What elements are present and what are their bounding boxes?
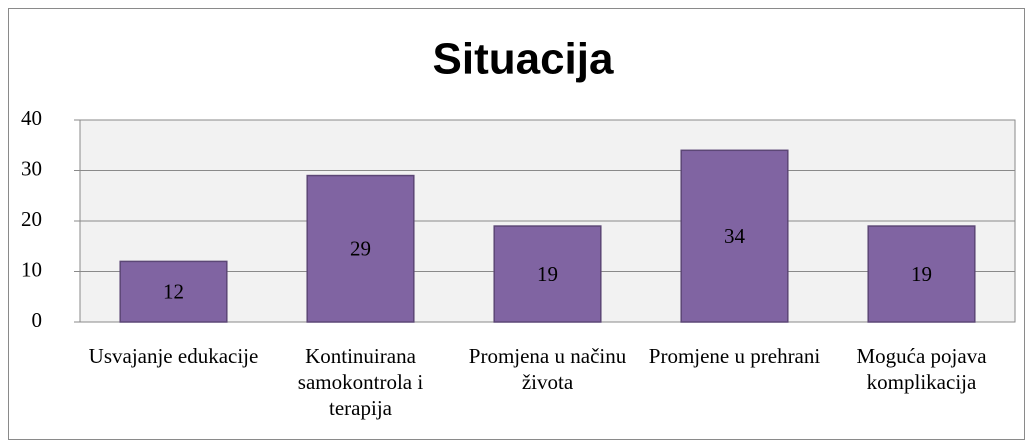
value-label: 12 — [163, 280, 184, 304]
x-tick-label: Promjena u načinu života — [468, 344, 627, 394]
y-tick-label: 10 — [21, 257, 42, 281]
bar — [493, 225, 602, 323]
chart-title: Situacija — [433, 35, 614, 84]
x-tick-label: Moguća pojava komplikacija — [856, 344, 987, 394]
value-label: 29 — [350, 237, 371, 261]
bar — [680, 149, 789, 323]
bar — [306, 174, 415, 323]
value-label: 19 — [911, 262, 932, 286]
y-tick-label: 20 — [21, 207, 42, 231]
bar — [119, 260, 228, 323]
y-tick-label: 30 — [21, 156, 42, 180]
value-label: 34 — [724, 224, 746, 248]
y-tick-label: 0 — [32, 308, 43, 332]
x-tick-label: Usvajanje edukacije — [88, 344, 259, 368]
bar — [867, 225, 976, 323]
y-tick-label: 40 — [21, 106, 42, 130]
x-tick-label: Promjene u prehrani — [648, 344, 821, 368]
value-label: 19 — [537, 262, 558, 286]
x-tick-label: Kontinuirana samokontrola i terapija — [297, 344, 424, 420]
